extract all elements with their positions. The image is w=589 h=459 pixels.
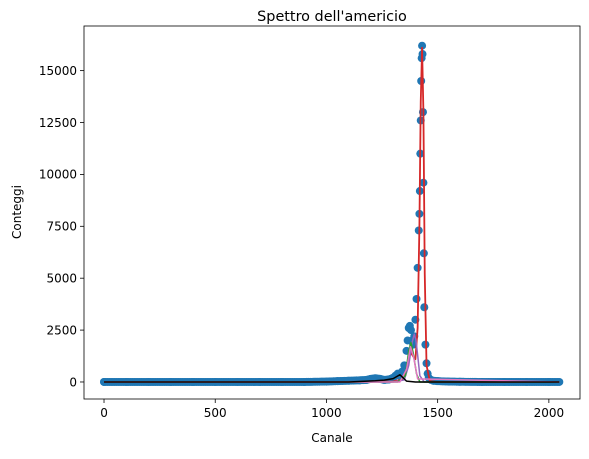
chart-title: Spettro dell'americio — [257, 9, 407, 25]
axes-frame — [83, 25, 581, 400]
data-point — [406, 326, 415, 335]
data-point — [420, 303, 429, 312]
x-tick-label: 1500 — [422, 406, 453, 420]
y-axis-ticks: 0 2500 5000 7500 10000 12500 15000 — [39, 64, 84, 389]
y-tick-label: 2500 — [46, 323, 77, 337]
y-tick-label: 5000 — [46, 271, 77, 285]
y-tick-label: 0 — [69, 375, 77, 389]
y-tick-label: 12500 — [39, 116, 77, 130]
x-axis-label: Canale — [311, 431, 352, 445]
x-tick-label: 0 — [100, 406, 108, 420]
fit-line-1 — [104, 46, 560, 383]
data-point — [413, 263, 422, 272]
data-point — [344, 376, 353, 385]
data-point — [418, 41, 427, 50]
data-point — [100, 377, 109, 386]
plot-content — [100, 41, 564, 386]
y-tick-label: 15000 — [39, 64, 77, 78]
x-tick-label: 2000 — [534, 406, 565, 420]
fit-line-5 — [104, 373, 560, 383]
data-point — [555, 377, 564, 386]
data-point — [412, 294, 421, 303]
y-tick-label: 7500 — [46, 220, 77, 234]
x-tick-label: 500 — [204, 406, 227, 420]
y-tick-label: 10000 — [39, 168, 77, 182]
x-tick-label: 1000 — [311, 406, 342, 420]
fit-line-4 — [104, 345, 560, 383]
y-axis-label: Conteggi — [10, 185, 24, 239]
x-axis-ticks: 0 500 1000 1500 2000 — [100, 399, 564, 420]
